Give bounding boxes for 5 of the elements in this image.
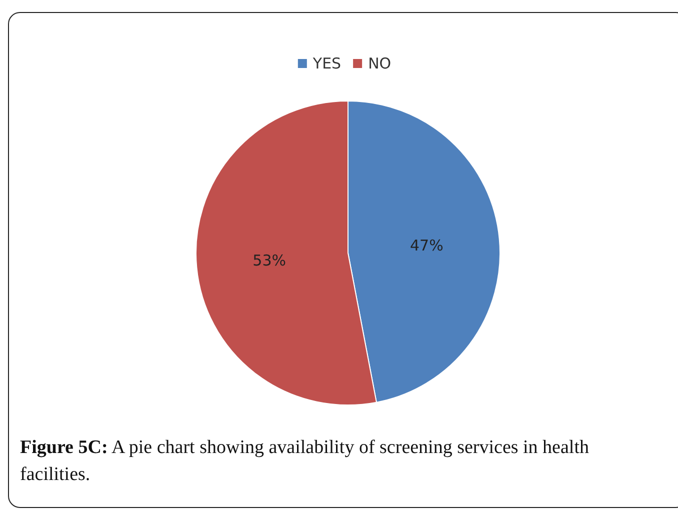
data-label: 47% — [410, 236, 444, 255]
legend-label: YES — [312, 54, 342, 72]
data-label: 53% — [252, 251, 286, 270]
legend-label: NO — [368, 54, 392, 72]
caption: Figure 5C: A pie chart showing availability of screening services in health facilities. — [20, 436, 590, 487]
